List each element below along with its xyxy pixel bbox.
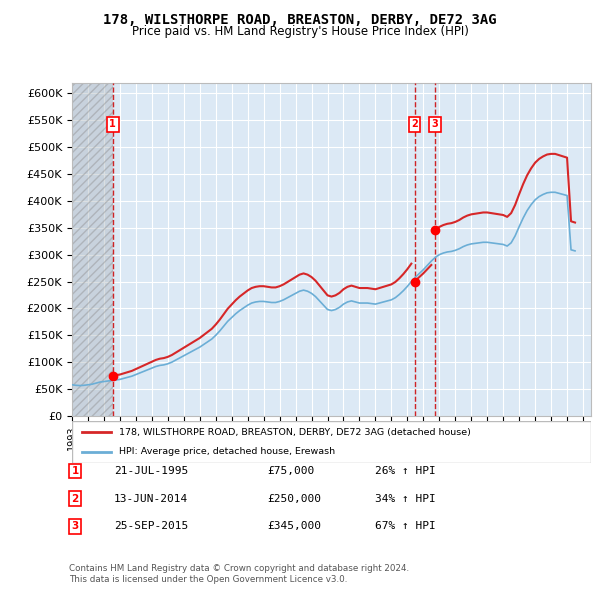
Text: £345,000: £345,000 (267, 522, 321, 531)
Text: 1: 1 (71, 466, 79, 476)
Text: 67% ↑ HPI: 67% ↑ HPI (375, 522, 436, 531)
Text: 178, WILSTHORPE ROAD, BREASTON, DERBY, DE72 3AG (detached house): 178, WILSTHORPE ROAD, BREASTON, DERBY, D… (119, 428, 470, 437)
Text: 1: 1 (109, 119, 116, 129)
Text: 25-SEP-2015: 25-SEP-2015 (114, 522, 188, 531)
Text: 21-JUL-1995: 21-JUL-1995 (114, 466, 188, 476)
Text: 13-JUN-2014: 13-JUN-2014 (114, 494, 188, 503)
Text: This data is licensed under the Open Government Licence v3.0.: This data is licensed under the Open Gov… (69, 575, 347, 584)
Text: 3: 3 (431, 119, 439, 129)
Text: £250,000: £250,000 (267, 494, 321, 503)
Text: 3: 3 (71, 522, 79, 531)
Bar (72, 83, 113, 416)
Text: Price paid vs. HM Land Registry's House Price Index (HPI): Price paid vs. HM Land Registry's House … (131, 25, 469, 38)
Text: HPI: Average price, detached house, Erewash: HPI: Average price, detached house, Erew… (119, 447, 335, 456)
Text: 26% ↑ HPI: 26% ↑ HPI (375, 466, 436, 476)
Text: Contains HM Land Registry data © Crown copyright and database right 2024.: Contains HM Land Registry data © Crown c… (69, 565, 409, 573)
Text: £75,000: £75,000 (267, 466, 314, 476)
Text: 2: 2 (411, 119, 418, 129)
FancyBboxPatch shape (72, 421, 591, 463)
Text: 34% ↑ HPI: 34% ↑ HPI (375, 494, 436, 503)
Text: 178, WILSTHORPE ROAD, BREASTON, DERBY, DE72 3AG: 178, WILSTHORPE ROAD, BREASTON, DERBY, D… (103, 13, 497, 27)
Text: 2: 2 (71, 494, 79, 503)
